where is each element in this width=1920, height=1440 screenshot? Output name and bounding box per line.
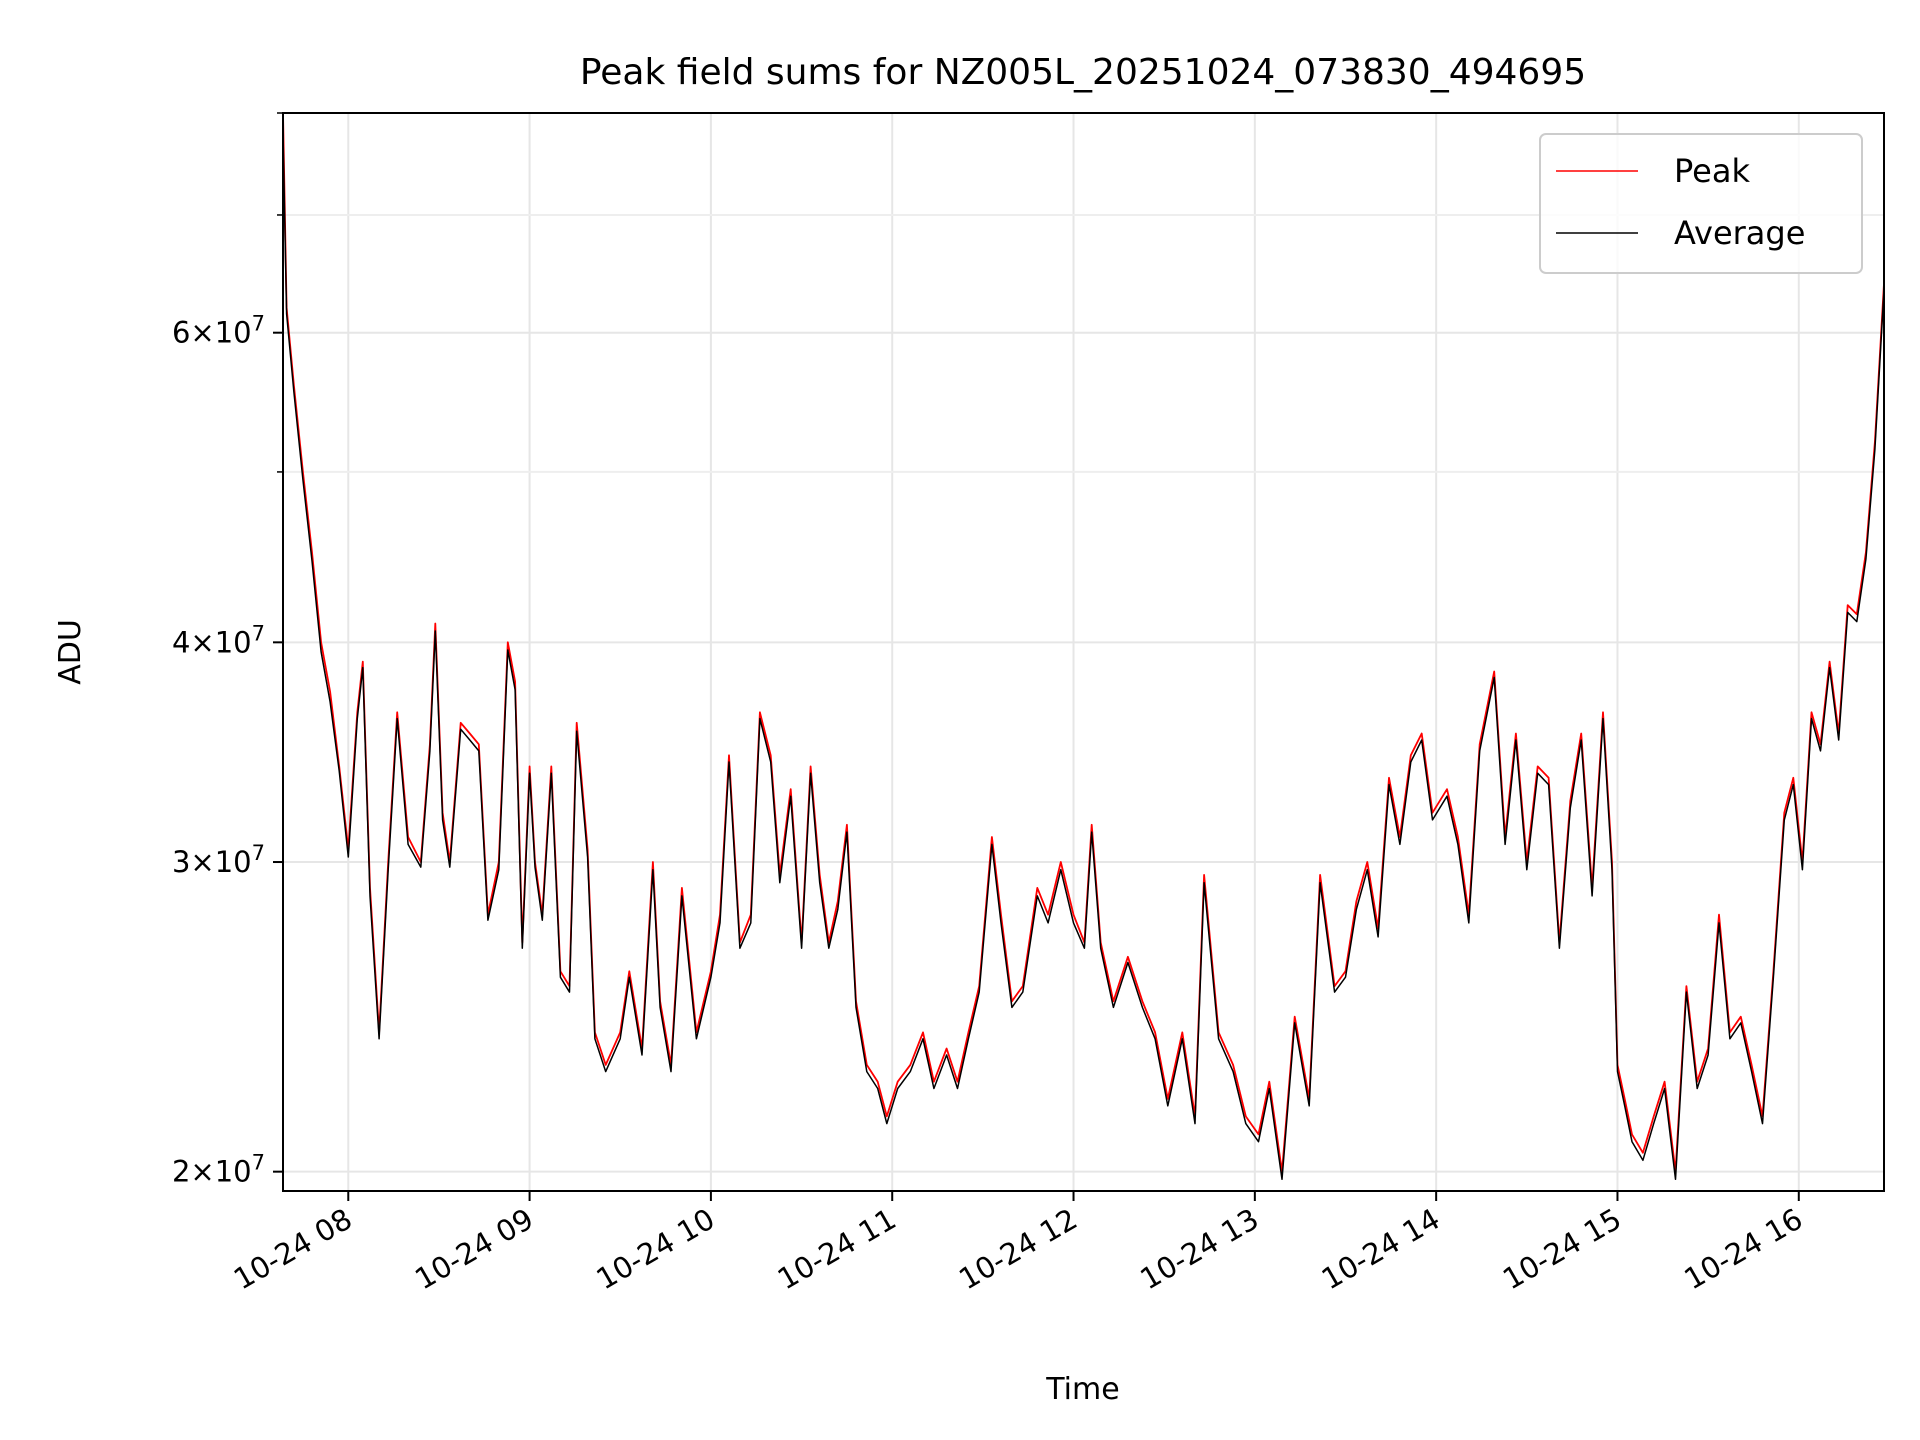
legend-peak-label: Peak	[1674, 152, 1750, 190]
series-lines	[282, 112, 1885, 1181]
x-axis-title: Time	[1045, 1372, 1119, 1407]
y-tick-label: 2×107	[172, 1151, 265, 1189]
y-tick-label: 3×107	[172, 841, 265, 879]
chart-title: Peak field sums for NZ005L_20251024_0738…	[580, 52, 1586, 93]
legend: Peak Average	[1539, 133, 1863, 274]
y-axis-title: ADU	[53, 619, 88, 685]
plot-frame	[282, 112, 1885, 1192]
grid-lines	[283, 112, 1884, 1191]
legend-average-label: Average	[1674, 214, 1805, 252]
y-tick-label: 4×107	[172, 621, 265, 659]
legend-box	[1539, 133, 1863, 274]
series-line-average	[282, 132, 1885, 1181]
y-tick-label: 6×107	[172, 312, 265, 350]
